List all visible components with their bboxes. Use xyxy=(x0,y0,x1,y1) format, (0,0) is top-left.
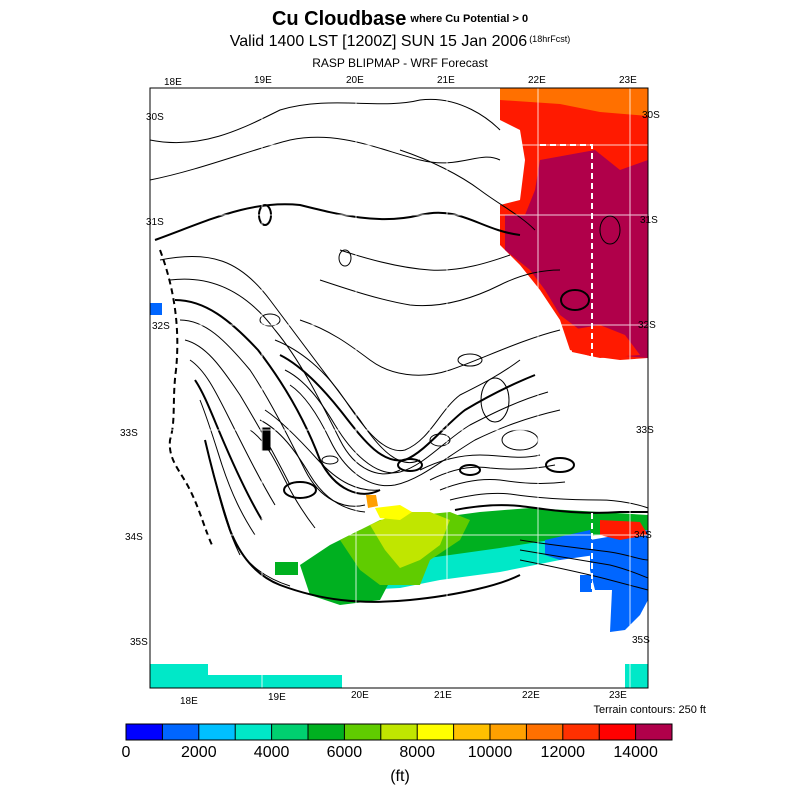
lat-left-label: 31S xyxy=(146,217,164,228)
colorbar-swatch xyxy=(417,724,455,740)
lat-left-label: 30S xyxy=(146,112,164,123)
lat-right-label: 31S xyxy=(640,215,658,226)
colorbar-tick-label: 10000 xyxy=(467,744,513,761)
valid-time-text: Valid 1400 LST [1200Z] SUN 15 Jan 2006 xyxy=(229,33,528,50)
lon-top-label: 22E xyxy=(528,75,546,86)
colorbar-tick-label: 4000 xyxy=(253,744,290,761)
colorbar-swatch xyxy=(126,724,163,740)
title: Cu Cloudbase where Cu Potential > 0 xyxy=(0,8,800,31)
lon-top-label: 21E xyxy=(437,75,455,86)
colorbar-swatch xyxy=(380,724,418,740)
colorbar-tick-label: 6000 xyxy=(326,744,363,761)
colorbar-units: (ft) xyxy=(390,768,410,785)
colorbar-tick-label: 2000 xyxy=(181,744,217,761)
lat-right-label: 30S xyxy=(642,110,660,121)
colorbar-swatch xyxy=(308,724,345,740)
colorbar-swatch xyxy=(599,724,637,740)
colorbar-swatch xyxy=(635,724,673,740)
lat-right-label: 32S xyxy=(638,320,656,331)
colorbar-swatch xyxy=(271,724,309,740)
valid-time: Valid 1400 LST [1200Z] SUN 15 Jan 2006 (1… xyxy=(0,33,800,51)
field-blue-sw-marker xyxy=(150,303,162,315)
lat-left-label: 35S xyxy=(130,637,148,648)
field-red-patch xyxy=(570,325,640,358)
lat-left-label: 33S xyxy=(120,428,138,439)
colorbar-tick-label: 0 xyxy=(121,744,131,761)
colorbar-tick-label: 12000 xyxy=(540,744,586,761)
title-main: Cu Cloudbase xyxy=(271,8,407,30)
field-green-spot xyxy=(275,562,298,575)
lon-bottom-label: 23E xyxy=(609,690,627,701)
lat-right-label: 33S xyxy=(636,425,654,436)
lon-top-label: 23E xyxy=(619,75,637,86)
colorbar-tick-label: 8000 xyxy=(399,744,435,761)
colorbar-swatch xyxy=(344,724,382,740)
colorbar-swatch xyxy=(562,724,600,740)
colorbar-swatch xyxy=(198,724,236,740)
field-blue-corner xyxy=(580,575,592,592)
colorbar-swatch xyxy=(526,724,564,740)
colorbar-swatch xyxy=(162,724,200,740)
lat-left-label: 32S xyxy=(152,321,170,332)
field-maroon-ne xyxy=(505,150,648,358)
field-blue-se xyxy=(590,530,648,632)
colorbar-swatch xyxy=(490,724,527,740)
colorbar-swatch xyxy=(235,724,273,740)
lon-bottom-label: 21E xyxy=(434,690,452,701)
field-orange-spot xyxy=(366,495,378,508)
lon-top-label: 19E xyxy=(254,75,272,86)
lon-top-label: 20E xyxy=(346,75,364,86)
forecast-hour: (18hrFcst) xyxy=(529,34,571,44)
graticule xyxy=(150,88,648,688)
field-blue-se2 xyxy=(545,530,595,560)
lat-right-label: 35S xyxy=(632,635,650,646)
field-orange-ne xyxy=(500,88,648,120)
title-note: where Cu Potential > 0 xyxy=(410,13,529,25)
lat-right-label: 34S xyxy=(634,530,652,541)
lat-left-label: 34S xyxy=(125,532,143,543)
field-cyan-bottom xyxy=(150,664,342,688)
cloudbase-field xyxy=(150,88,648,688)
field-cyan-bottom-right xyxy=(625,664,648,688)
lon-bottom-label: 20E xyxy=(351,690,369,701)
lon-bottom-label: 22E xyxy=(522,690,540,701)
field-yellow xyxy=(375,505,412,520)
colorbar xyxy=(125,723,673,741)
lon-top-label: 18E xyxy=(164,77,182,88)
field-yellow-green xyxy=(370,512,450,568)
lon-bottom-label: 18E xyxy=(180,696,198,707)
map-frame xyxy=(149,87,649,689)
colorbar-swatch xyxy=(453,724,491,740)
lon-bottom-label: 19E xyxy=(268,692,286,703)
model-name: RASP BLIPMAP - WRF Forecast xyxy=(312,56,488,70)
colorbar-tick-label: 14000 xyxy=(613,744,658,761)
terrain-contour-note: Terrain contours: 250 ft xyxy=(593,704,706,716)
